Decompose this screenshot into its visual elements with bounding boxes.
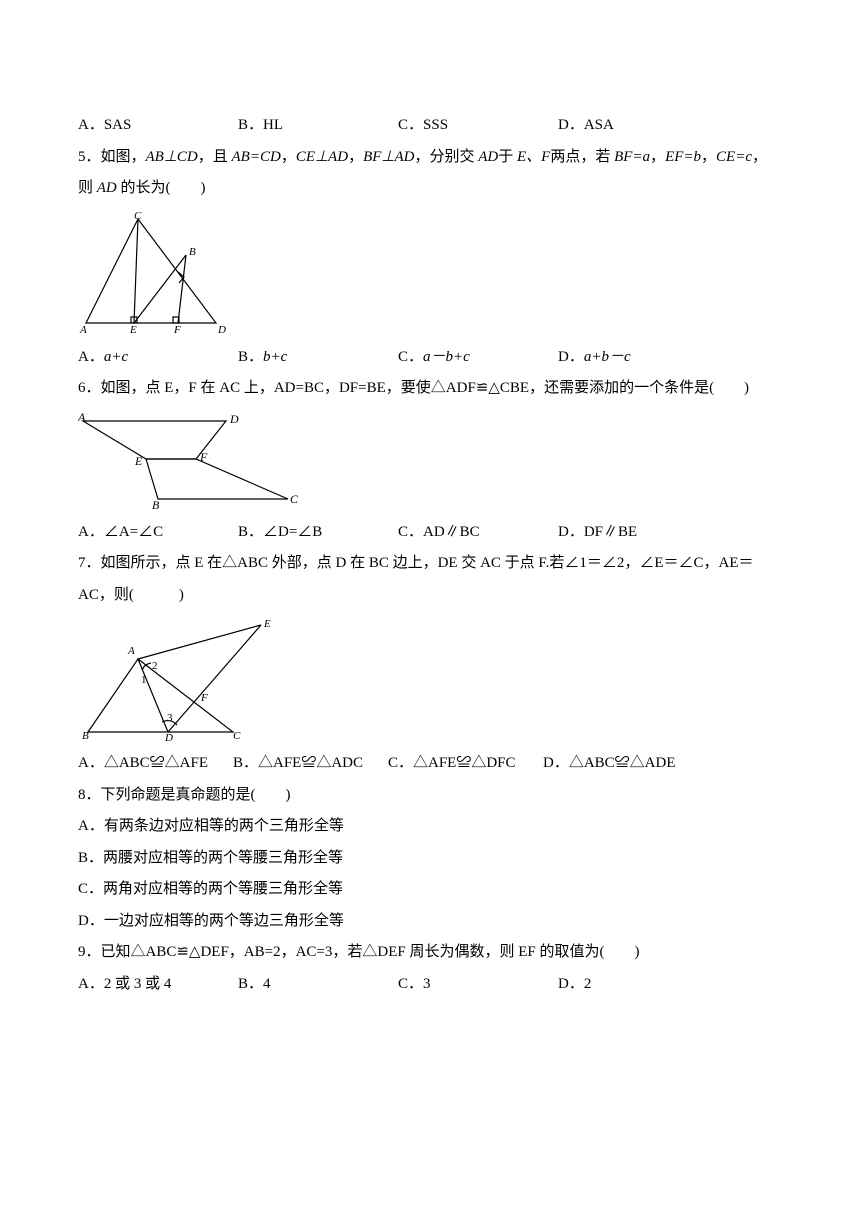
svg-text:B: B <box>189 246 196 258</box>
q6-text: 6．如图，点 E，F 在 AC 上，AD=BC，DF=BE，要使△ADF≌△CB… <box>78 373 782 405</box>
q5-option-b: B．b+c <box>238 342 398 374</box>
svg-text:A: A <box>127 645 135 657</box>
q5-text2: 则 AD 的长为( ) <box>78 173 782 205</box>
svg-text:C: C <box>233 730 241 742</box>
q5-t1: 5．如图， <box>78 149 146 165</box>
q4-option-d: D．ASA <box>558 110 614 142</box>
svg-text:B: B <box>152 498 160 511</box>
svg-text:A: A <box>78 411 86 424</box>
q9-option-d: D．2 <box>558 969 591 1001</box>
q5-t7: 两点，若 <box>550 149 614 165</box>
q5-option-a: A．a+c <box>78 342 238 374</box>
q5-i1: AB⊥CD <box>146 149 198 165</box>
q5-options: A．a+c B．b+c C．a－b+c D．a+b－c <box>78 342 782 374</box>
svg-text:2: 2 <box>152 660 158 672</box>
q8-option-c: C．两角对应相等的两个等腰三角形全等 <box>78 874 782 906</box>
q5-i10: AD <box>97 180 117 196</box>
q6-option-b: B．∠D=∠B <box>238 517 398 549</box>
q5-i9: CE=c <box>716 149 752 165</box>
q5-t6: 于 <box>498 149 517 165</box>
q9-option-a: A．2 或 3 或 4 <box>78 969 238 1001</box>
svg-text:3: 3 <box>167 712 173 724</box>
q5-t2: ，且 <box>198 149 232 165</box>
q5-i5: AD <box>478 149 498 165</box>
q8-option-b: B．两腰对应相等的两个等腰三角形全等 <box>78 843 782 875</box>
q8-text: 8．下列命题是真命题的是( ) <box>78 780 782 812</box>
svg-text:F: F <box>199 450 208 464</box>
svg-text:A: A <box>79 324 87 336</box>
q7-text: 7．如图所示，点 E 在△ABC 外部，点 D 在 BC 边上，DE 交 AC … <box>78 548 782 611</box>
q8-option-d: D．一边对应相等的两个等边三角形全等 <box>78 906 782 938</box>
q4-option-c: C．SSS <box>398 110 558 142</box>
svg-text:C: C <box>134 211 142 222</box>
q5-t10: ， <box>752 149 767 165</box>
q6-figure: A D E F B C <box>78 411 782 511</box>
q9-option-b: B．4 <box>238 969 398 1001</box>
q6-options: A．∠A=∠C B．∠D=∠B C．AD∥BC D．DF∥BE <box>78 517 782 549</box>
q5-option-c: C．a－b+c <box>398 342 558 374</box>
svg-text:E: E <box>129 324 137 336</box>
svg-text:E: E <box>134 454 143 468</box>
q5-i6: E、F <box>517 149 550 165</box>
q7-figure: A B C D E F 1 2 3 <box>78 617 782 742</box>
q5-option-d: D．a+b－c <box>558 342 631 374</box>
svg-text:D: D <box>217 324 226 336</box>
q9-options: A．2 或 3 或 4 B．4 C．3 D．2 <box>78 969 782 1001</box>
q5-i4: BF⊥AD <box>363 149 414 165</box>
q5-t3: ， <box>281 149 296 165</box>
q4-option-a: A．SAS <box>78 110 238 142</box>
q4-option-b: B．HL <box>238 110 398 142</box>
q7-option-b: B．△AFE≌△ADC <box>233 748 388 780</box>
q4-options: A．SAS B．HL C．SSS D．ASA <box>78 110 782 142</box>
q8-option-a: A．有两条边对应相等的两个三角形全等 <box>78 811 782 843</box>
q5-t4: ， <box>348 149 363 165</box>
q5-t5: ，分别交 <box>414 149 478 165</box>
svg-text:E: E <box>263 618 271 630</box>
q6-option-d: D．DF∥BE <box>558 517 637 549</box>
svg-text:C: C <box>290 492 298 506</box>
q9-option-c: C．3 <box>398 969 558 1001</box>
svg-text:D: D <box>164 732 173 742</box>
q5-figure: A B C D E F <box>78 211 782 336</box>
q5-i7: BF=a <box>614 149 650 165</box>
svg-text:F: F <box>200 692 208 704</box>
q7-options: A．△ABC≌△AFE B．△AFE≌△ADC C．△AFE≌△DFC D．△A… <box>78 748 782 780</box>
q9-text: 9．已知△ABC≌△DEF，AB=2，AC=3，若△DEF 周长为偶数，则 EF… <box>78 937 782 969</box>
svg-text:1: 1 <box>141 674 147 686</box>
q7-option-c: C．△AFE≌△DFC <box>388 748 543 780</box>
q5-i8: EF=b <box>665 149 701 165</box>
q5-t8: ， <box>650 149 665 165</box>
q5-t11: 则 <box>78 180 97 196</box>
q5-i3: CE⊥AD <box>296 149 348 165</box>
q7-option-a: A．△ABC≌△AFE <box>78 748 233 780</box>
q6-option-c: C．AD∥BC <box>398 517 558 549</box>
q5-t12: 的长为( ) <box>117 180 206 196</box>
q5-text: 5．如图，AB⊥CD，且 AB=CD，CE⊥AD，BF⊥AD，分别交 AD于 E… <box>78 142 782 174</box>
svg-text:B: B <box>82 730 89 742</box>
q6-option-a: A．∠A=∠C <box>78 517 238 549</box>
svg-text:D: D <box>229 412 239 426</box>
q7-option-d: D．△ABC≌△ADE <box>543 748 676 780</box>
q5-i2: AB=CD <box>232 149 281 165</box>
q5-t9: ， <box>701 149 716 165</box>
svg-text:F: F <box>173 324 181 336</box>
